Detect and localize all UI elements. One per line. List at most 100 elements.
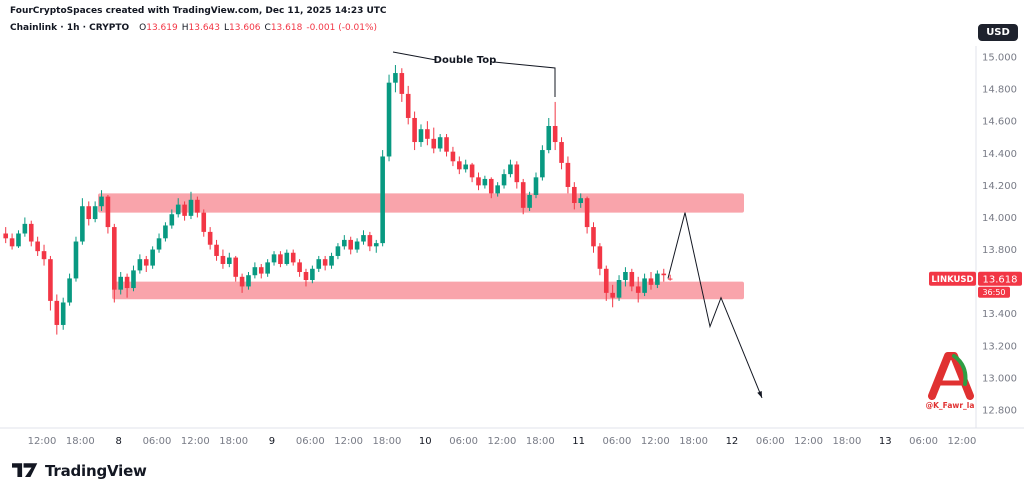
candle[interactable] bbox=[514, 164, 520, 183]
candle[interactable] bbox=[616, 280, 622, 298]
candle[interactable] bbox=[342, 239, 347, 247]
candle[interactable] bbox=[469, 164, 475, 178]
candle[interactable] bbox=[175, 204, 181, 215]
candle[interactable] bbox=[444, 137, 449, 152]
candle[interactable] bbox=[271, 254, 277, 263]
candle[interactable] bbox=[182, 204, 187, 216]
candle[interactable] bbox=[252, 267, 258, 276]
candle[interactable] bbox=[354, 241, 360, 250]
projection-path[interactable] bbox=[667, 212, 763, 399]
candle[interactable] bbox=[667, 278, 673, 280]
candle[interactable] bbox=[655, 273, 660, 285]
candle[interactable] bbox=[9, 238, 15, 247]
candle[interactable] bbox=[367, 235, 373, 247]
candle[interactable] bbox=[572, 186, 577, 204]
candle[interactable] bbox=[233, 257, 239, 277]
candle[interactable] bbox=[597, 246, 603, 269]
candle[interactable] bbox=[290, 252, 296, 263]
candle[interactable] bbox=[495, 185, 500, 194]
candle[interactable] bbox=[418, 129, 424, 143]
candle[interactable] bbox=[431, 138, 437, 149]
resistance-zone[interactable] bbox=[98, 193, 744, 213]
candle[interactable] bbox=[105, 196, 111, 228]
candle[interactable] bbox=[450, 151, 456, 162]
candle[interactable] bbox=[80, 206, 85, 242]
candle[interactable] bbox=[463, 164, 469, 170]
candle[interactable] bbox=[635, 286, 641, 293]
candle[interactable] bbox=[131, 270, 136, 289]
candle[interactable] bbox=[520, 182, 526, 208]
candle[interactable] bbox=[73, 241, 79, 279]
candle[interactable] bbox=[533, 177, 539, 195]
tradingview-logo-icon[interactable] bbox=[12, 461, 38, 480]
candle[interactable] bbox=[124, 276, 130, 289]
candle[interactable] bbox=[143, 259, 149, 266]
candle[interactable] bbox=[335, 246, 341, 256]
candle[interactable] bbox=[201, 212, 207, 232]
candle[interactable] bbox=[28, 223, 34, 242]
candle[interactable] bbox=[393, 73, 398, 83]
candle[interactable] bbox=[399, 73, 405, 94]
candle[interactable] bbox=[623, 272, 628, 281]
countdown-badge[interactable] bbox=[978, 286, 1010, 298]
candle[interactable] bbox=[163, 225, 168, 239]
double-top-pointer-line[interactable] bbox=[392, 51, 437, 61]
candle[interactable] bbox=[303, 272, 309, 281]
candle[interactable] bbox=[48, 259, 53, 301]
candle[interactable] bbox=[425, 129, 430, 139]
symbol-price-tag[interactable] bbox=[929, 271, 976, 286]
candle[interactable] bbox=[648, 278, 654, 285]
symbol-title[interactable]: Chainlink · 1h · CRYPTO bbox=[10, 23, 130, 33]
double-top-pointer-line[interactable] bbox=[493, 61, 556, 97]
candle[interactable] bbox=[220, 255, 226, 264]
candle[interactable] bbox=[610, 292, 615, 298]
candle[interactable] bbox=[329, 255, 334, 266]
candle[interactable] bbox=[476, 177, 481, 186]
candle[interactable] bbox=[118, 276, 124, 290]
candle[interactable] bbox=[584, 198, 590, 228]
candle[interactable] bbox=[603, 268, 609, 293]
candle[interactable] bbox=[67, 278, 72, 303]
candle[interactable] bbox=[501, 174, 507, 186]
double-top-label[interactable]: Double Top bbox=[434, 55, 497, 66]
candle[interactable] bbox=[316, 259, 322, 269]
candle[interactable] bbox=[284, 252, 290, 264]
candle[interactable] bbox=[60, 302, 66, 325]
candle[interactable] bbox=[310, 268, 315, 281]
candle[interactable] bbox=[278, 254, 283, 264]
candle[interactable] bbox=[457, 161, 462, 170]
candle[interactable] bbox=[156, 238, 162, 250]
candle[interactable] bbox=[361, 235, 366, 242]
candle[interactable] bbox=[41, 251, 47, 260]
candle[interactable] bbox=[99, 196, 104, 207]
candle[interactable] bbox=[629, 272, 635, 287]
candle[interactable] bbox=[169, 214, 175, 226]
currency-toggle-button[interactable]: USD bbox=[978, 24, 1018, 41]
candle[interactable] bbox=[437, 137, 443, 149]
candle[interactable] bbox=[552, 125, 558, 143]
candle[interactable] bbox=[92, 206, 98, 220]
tradingview-brand[interactable]: TradingView bbox=[45, 461, 147, 480]
candle[interactable] bbox=[348, 239, 354, 250]
candle[interactable] bbox=[258, 267, 264, 274]
candle[interactable] bbox=[195, 199, 200, 213]
candle[interactable] bbox=[227, 257, 232, 264]
candle[interactable] bbox=[482, 178, 488, 186]
candle[interactable] bbox=[373, 243, 379, 247]
candle[interactable] bbox=[207, 231, 213, 245]
candle[interactable] bbox=[380, 156, 385, 244]
candle[interactable] bbox=[661, 273, 667, 276]
candle[interactable] bbox=[3, 233, 8, 239]
candle[interactable] bbox=[322, 259, 328, 266]
candle[interactable] bbox=[297, 262, 302, 273]
candle[interactable] bbox=[412, 117, 417, 143]
candle[interactable] bbox=[137, 259, 143, 271]
support-zone[interactable] bbox=[112, 281, 744, 300]
candle[interactable] bbox=[527, 194, 532, 208]
candle[interactable] bbox=[405, 93, 411, 118]
candle[interactable] bbox=[591, 227, 596, 247]
candle[interactable] bbox=[35, 241, 40, 252]
candle[interactable] bbox=[265, 262, 270, 274]
price-axis-badge[interactable] bbox=[978, 271, 1022, 286]
